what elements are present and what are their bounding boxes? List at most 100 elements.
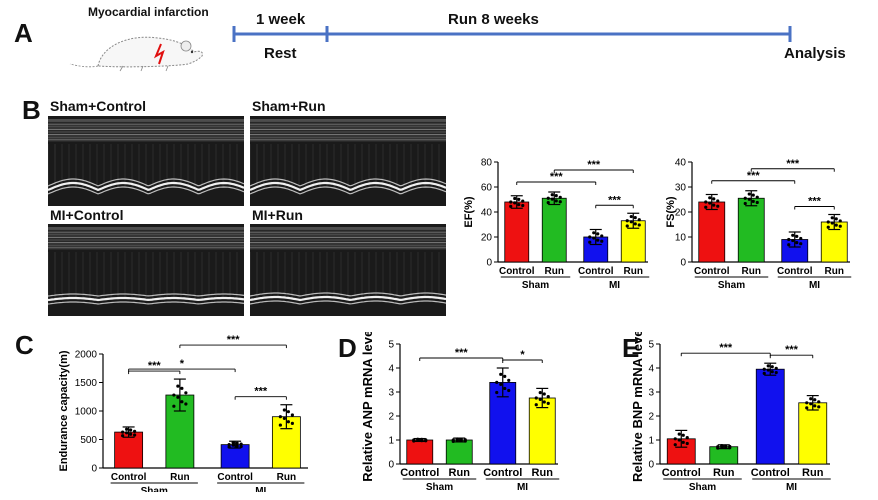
data-point: [282, 416, 286, 420]
x-tick-label: Control: [483, 467, 522, 479]
data-point: [791, 233, 795, 237]
data-point: [795, 241, 799, 245]
sig-label: ***: [455, 347, 469, 359]
panel-label-b: B: [22, 95, 41, 125]
group-label: MI: [255, 486, 266, 492]
data-point: [795, 234, 799, 238]
bar-fs-1: [737, 197, 765, 263]
data-point: [121, 430, 125, 434]
data-point: [534, 396, 538, 400]
data-point: [766, 364, 770, 368]
data-point: [766, 368, 770, 372]
data-point: [172, 404, 176, 408]
x-tick-label: Run: [624, 266, 643, 277]
y-tick-label: 0: [486, 258, 492, 269]
data-point: [231, 441, 235, 445]
data-point: [708, 196, 712, 200]
data-point: [278, 423, 282, 427]
data-point: [677, 438, 681, 442]
sig-label: ***: [587, 159, 601, 171]
data-point: [830, 221, 834, 225]
data-point: [805, 406, 809, 410]
data-point: [755, 195, 759, 199]
y-tick-label: 3: [648, 388, 654, 399]
y-tick-label: 0: [388, 460, 394, 471]
bar-bnp-2: [755, 368, 785, 465]
x-tick-label: Control: [662, 467, 701, 479]
y-tick-label: 20: [481, 233, 493, 244]
data-point: [521, 199, 525, 203]
data-point: [720, 444, 724, 448]
data-point: [834, 223, 838, 227]
bar-ef-0: [504, 201, 530, 263]
data-point: [125, 427, 129, 431]
data-point: [546, 196, 550, 200]
data-point: [685, 436, 689, 440]
data-point: [513, 201, 517, 205]
data-point: [633, 216, 637, 220]
data-point: [503, 374, 507, 378]
timeline-rest: Rest: [264, 45, 297, 62]
data-point: [499, 382, 503, 387]
data-point: [558, 195, 562, 199]
bar-bnp-3: [798, 402, 828, 465]
data-point: [503, 386, 507, 391]
data-point: [546, 401, 550, 405]
sig-label: ***: [747, 170, 761, 182]
x-tick-label: Run: [532, 467, 554, 479]
x-tick-label: Run: [825, 266, 844, 277]
data-point: [176, 384, 180, 388]
data-point: [416, 437, 420, 441]
data-point: [774, 370, 778, 375]
data-point: [550, 197, 554, 201]
data-point: [596, 232, 600, 236]
data-point: [133, 429, 137, 433]
data-point: [805, 401, 809, 405]
data-point: [239, 442, 243, 446]
data-point: [633, 222, 637, 226]
sig-label: ***: [254, 386, 268, 398]
sig-label: *: [520, 349, 525, 361]
data-point: [712, 203, 716, 207]
y-tick-label: 2: [648, 412, 654, 423]
sig-label: ***: [785, 344, 799, 356]
x-tick-label: Control: [751, 467, 790, 479]
data-point: [762, 371, 766, 375]
y-tick-label: 0: [91, 464, 97, 475]
data-point: [227, 443, 231, 447]
y-axis-label: FS(%): [665, 196, 677, 228]
data-point: [239, 444, 243, 449]
y-tick-label: 0: [648, 460, 654, 471]
data-point: [817, 405, 821, 409]
data-point: [172, 393, 176, 397]
data-point: [673, 443, 677, 447]
data-point: [290, 413, 294, 417]
data-point: [708, 201, 712, 205]
x-tick-label: Control: [499, 266, 535, 277]
x-tick-label: Run: [713, 467, 735, 479]
data-point: [495, 390, 499, 395]
x-tick-label: Run: [742, 266, 761, 277]
data-point: [838, 219, 842, 223]
data-point: [521, 203, 525, 208]
y-axis-label: Endurance capacity(m): [58, 350, 70, 471]
group-label: MI: [517, 482, 528, 493]
data-point: [787, 243, 791, 247]
group-label: MI: [609, 280, 620, 291]
x-tick-label: Control: [111, 472, 147, 483]
data-point: [558, 200, 562, 204]
y-tick-label: 40: [675, 158, 687, 169]
data-point: [596, 238, 600, 242]
y-tick-label: 1000: [75, 407, 98, 418]
data-point: [799, 242, 803, 246]
data-point: [728, 444, 732, 449]
y-tick-label: 4: [388, 364, 394, 375]
data-point: [762, 367, 766, 371]
data-point: [751, 193, 755, 197]
data-point: [716, 199, 720, 203]
data-point: [704, 205, 708, 209]
bar-fs-0: [698, 201, 726, 263]
data-point: [813, 398, 817, 402]
data-point: [184, 391, 188, 395]
data-point: [180, 400, 184, 404]
